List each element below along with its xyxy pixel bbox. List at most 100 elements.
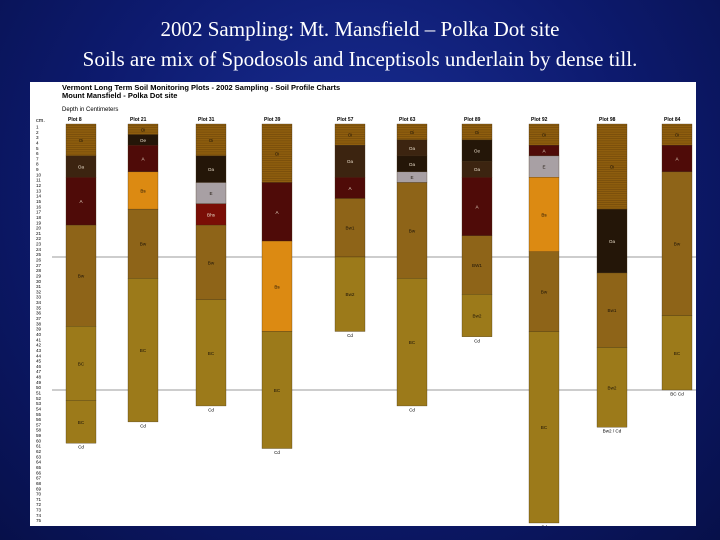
horizon-label: E bbox=[410, 175, 413, 180]
horizon-label: A bbox=[675, 157, 679, 162]
y-tick-label: 31 bbox=[36, 284, 42, 289]
y-tick-label: 21 bbox=[36, 231, 42, 236]
horizon-label: BW1 bbox=[472, 263, 482, 268]
y-tick-label: 66 bbox=[36, 470, 42, 475]
profile-column-plot-84: Plot 84 Oi A Bw BC BC Cd bbox=[661, 117, 693, 397]
horizon-label: Oe bbox=[140, 138, 147, 143]
column-header-label: Plot 63 bbox=[399, 117, 416, 123]
chart-title-line-2: Mount Mansfield - Polka Dot site bbox=[62, 91, 177, 100]
y-tick-label: 75 bbox=[36, 518, 42, 523]
y-tick-label: 61 bbox=[36, 444, 42, 449]
horizon-bar bbox=[127, 145, 159, 173]
base-horizon-label: Cd bbox=[208, 407, 214, 412]
horizon-label: Oa bbox=[409, 162, 416, 167]
horizon-label: Oi bbox=[610, 165, 615, 170]
y-tick-label: 22 bbox=[36, 236, 42, 241]
y-tick-label: 18 bbox=[36, 215, 42, 220]
horizon-label: Oa bbox=[609, 239, 616, 244]
soil-profile-chart: Vermont Long Term Soil Monitoring Plots … bbox=[36, 83, 696, 526]
y-tick-label: 45 bbox=[36, 359, 42, 364]
y-tick-label: 1 bbox=[36, 125, 39, 130]
chart-title-line-1: Vermont Long Term Soil Monitoring Plots … bbox=[62, 83, 340, 92]
column-header-label: Plot 21 bbox=[130, 117, 147, 123]
horizon-label: Bhs bbox=[207, 212, 216, 217]
horizon-label: E bbox=[209, 191, 212, 196]
horizon-bar bbox=[195, 299, 227, 407]
horizon-bar bbox=[661, 315, 693, 391]
y-tick-label: 20 bbox=[36, 226, 42, 231]
horizon-bar bbox=[65, 123, 97, 157]
horizon-label: BC bbox=[541, 425, 548, 430]
horizon-bar bbox=[127, 278, 159, 423]
horizon-label: A bbox=[475, 204, 479, 209]
horizon-label: Bs bbox=[140, 189, 146, 194]
y-tick-label: 15 bbox=[36, 199, 42, 204]
horizon-bar bbox=[396, 182, 428, 279]
horizon-bar bbox=[596, 347, 628, 428]
y-tick-label: 50 bbox=[36, 385, 42, 390]
column-header-label: Plot 98 bbox=[599, 117, 616, 123]
profile-column-plot-39: Plot 39 Oi A Bs BC Cd bbox=[261, 117, 293, 455]
horizon-bar bbox=[334, 198, 366, 258]
column-header-label: Plot 57 bbox=[337, 117, 354, 123]
y-tick-label: 16 bbox=[36, 204, 42, 209]
y-tick-label: 9 bbox=[36, 167, 39, 172]
slide-title: 2002 Sampling: Mt. Mansfield – Polka Dot… bbox=[0, 14, 720, 74]
horizon-label: A bbox=[542, 149, 546, 154]
y-tick-label: 32 bbox=[36, 289, 42, 294]
horizon-label: Bw2 bbox=[346, 292, 355, 297]
y-tick-label: 69 bbox=[36, 486, 42, 491]
y-tick-label: 67 bbox=[36, 476, 42, 481]
horizon-label: Oa bbox=[78, 165, 85, 170]
y-tick-label: 59 bbox=[36, 433, 42, 438]
y-tick-label: 57 bbox=[36, 422, 42, 427]
horizon-bar bbox=[528, 251, 560, 332]
y-tick-label: 49 bbox=[36, 380, 42, 385]
y-tick-label: 37 bbox=[36, 316, 42, 321]
horizon-label: Bw1 bbox=[346, 226, 355, 231]
horizon-bar bbox=[461, 294, 493, 337]
horizon-label: Bs bbox=[541, 212, 547, 217]
y-tick-label: 34 bbox=[36, 300, 42, 305]
y-tick-label: 29 bbox=[36, 273, 42, 278]
base-horizon-label: Bw2 / Cd bbox=[603, 429, 622, 434]
column-header-label: Plot 8 bbox=[68, 117, 82, 123]
y-tick-label: 43 bbox=[36, 348, 42, 353]
y-tick-label: 70 bbox=[36, 492, 42, 497]
horizon-label: A bbox=[348, 186, 352, 191]
horizon-label: BC bbox=[140, 348, 147, 353]
y-tick-label: 3 bbox=[36, 135, 39, 140]
y-tick-label: 38 bbox=[36, 321, 42, 326]
horizon-label: Oi bbox=[275, 151, 280, 156]
y-tick-label: 14 bbox=[36, 194, 42, 199]
y-tick-label: 63 bbox=[36, 454, 42, 459]
horizon-bar bbox=[334, 256, 366, 332]
horizon-label: Oi bbox=[542, 133, 547, 138]
horizon-label: Oi bbox=[475, 130, 480, 135]
y-tick-label: 62 bbox=[36, 449, 42, 454]
y-axis-label: Depth in Centimeters bbox=[62, 107, 118, 113]
base-horizon-label: BC Cd bbox=[670, 392, 684, 397]
y-tick-label: 58 bbox=[36, 428, 42, 433]
y-axis-ticks: 1234567891011121314151617181920212223242… bbox=[36, 125, 42, 524]
profile-column-plot-31: Plot 31 Oi Oa E Bhs Bw BC Cd bbox=[195, 117, 227, 412]
profile-column-plot-89: Plot 89 Oi Oe Oa A BW1 Bw2 Cd bbox=[461, 117, 493, 343]
y-tick-label: 5 bbox=[36, 146, 39, 151]
horizon-label: E bbox=[542, 165, 545, 170]
y-tick-label: 72 bbox=[36, 502, 42, 507]
column-header-label: Plot 89 bbox=[464, 117, 481, 123]
y-tick-label: 65 bbox=[36, 465, 42, 470]
y-tick-label: 25 bbox=[36, 252, 42, 257]
horizon-label: A bbox=[79, 199, 83, 204]
y-tick-label: 7 bbox=[36, 156, 39, 161]
y-tick-label: 24 bbox=[36, 247, 42, 252]
y-tick-label: 55 bbox=[36, 412, 42, 417]
horizon-label: Oa bbox=[474, 167, 481, 172]
horizon-label: BC bbox=[208, 351, 215, 356]
horizon-bar bbox=[661, 145, 693, 173]
y-tick-label: 46 bbox=[36, 364, 42, 369]
horizon-bar bbox=[65, 326, 97, 401]
horizon-label: Oi bbox=[79, 138, 84, 143]
profile-column-plot-92: Plot 92 Oi A E Bs Bw BC Cd bbox=[528, 117, 560, 526]
horizon-bar bbox=[65, 224, 97, 327]
